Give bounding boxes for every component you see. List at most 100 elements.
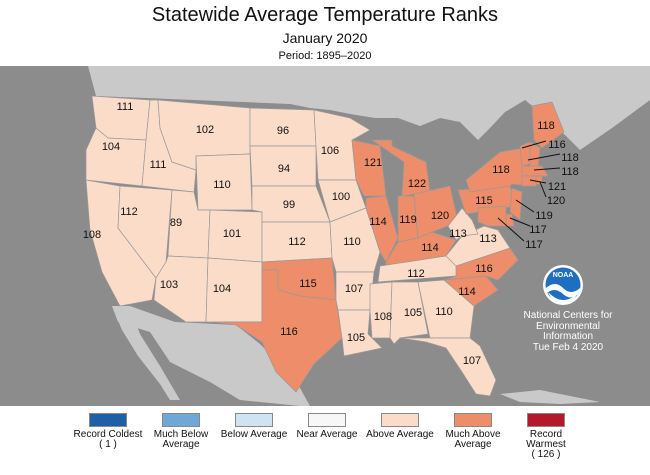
rank-label-wa: 111 [117, 101, 134, 113]
rank-label-nj: 119 [535, 210, 553, 222]
state-ga [417, 279, 475, 339]
state-nj [509, 187, 523, 221]
legend-record-coldest: Record Coldest ( 1 ) [73, 413, 143, 450]
rank-label-ut: 89 [170, 217, 182, 229]
state-wi [351, 139, 387, 197]
ncei-date: Tue Feb 4 2020 [532, 341, 604, 353]
map-period: Period: 1895–2020 [278, 50, 372, 62]
rank-label-ne: 99 [283, 199, 295, 211]
state-ms [369, 281, 393, 339]
legend-label-above: Above Average [366, 429, 434, 440]
leader-line-ri [539, 181, 547, 198]
legend-swatch-record-coldest [89, 413, 127, 427]
rank-label-co: 101 [223, 228, 241, 240]
mexico-landmass [112, 306, 310, 406]
legend-label-record-coldest: Record Coldest [73, 429, 143, 440]
legend-near: Near Average [292, 413, 362, 440]
ncei-line-3: Information [542, 331, 594, 342]
map-subtitle: January 2020 [282, 30, 368, 46]
state-me [531, 101, 565, 149]
rank-label-wy: 110 [213, 179, 231, 191]
rank-label-sd: 94 [278, 163, 290, 175]
leader-line-md [497, 217, 525, 242]
rank-label-wv: 113 [449, 228, 467, 240]
rank-label-mn: 106 [321, 145, 339, 157]
rank-label-md: 117 [525, 239, 543, 251]
state-md [477, 205, 507, 227]
leader-line-de [509, 217, 531, 227]
rank-label-va: 113 [479, 233, 497, 245]
rank-label-ct: 121 [548, 181, 566, 193]
rank-label-id: 111 [150, 159, 167, 171]
state-ri [535, 175, 543, 185]
rank-label-ms: 108 [374, 311, 392, 323]
legend-label-record-warmest: Record Warmest [526, 429, 566, 450]
legend-swatch-record-warmest [527, 413, 565, 427]
state-ma [521, 165, 549, 177]
baja-landmass [112, 306, 180, 400]
legend-swatch-much-above [454, 413, 492, 427]
rank-label-wi: 121 [364, 157, 382, 169]
rank-label-or: 104 [102, 141, 120, 153]
state-ct [521, 175, 537, 187]
rank-label-nv: 112 [120, 206, 138, 218]
legend-record-warmest: Record Warmest ( 126 ) [511, 413, 581, 460]
rank-label-nd: 96 [277, 125, 289, 137]
rank-label-fl: 107 [463, 355, 481, 367]
rank-label-ky: 114 [421, 242, 439, 254]
rank-label-al: 105 [404, 307, 422, 319]
cuba-landmass [500, 390, 600, 404]
legend-label-near: Near Average [296, 429, 358, 440]
rank-label-tn: 112 [407, 268, 425, 280]
rank-label-ma: 118 [561, 166, 579, 178]
rank-label-ia: 100 [332, 191, 350, 203]
ncei-line-2: Environmental [536, 320, 600, 332]
legend-sub-record-coldest: ( 1 ) [99, 439, 117, 450]
rank-label-sc: 114 [458, 286, 476, 298]
legend-swatch-much-below [162, 413, 200, 427]
state-mi [371, 139, 431, 197]
rank-label-pa: 115 [475, 195, 493, 207]
legend-much-above: Much Above Average [438, 413, 508, 450]
ncei-line-1: National Centers for [523, 310, 613, 321]
leader-line-vt [521, 140, 547, 149]
rank-label-il: 114 [369, 216, 387, 228]
map-title: Statewide Average Temperature Ranks [151, 4, 499, 26]
state-oh [413, 185, 459, 239]
rank-label-ar: 107 [345, 283, 363, 295]
leader-line-ct [529, 179, 547, 184]
state-wv [447, 207, 479, 241]
rank-label-vt: 116 [548, 139, 566, 151]
rank-label-ga: 110 [435, 306, 453, 318]
legend-swatch-above [381, 413, 419, 427]
leader-line-nh [527, 153, 561, 161]
rank-label-az: 103 [160, 279, 178, 291]
legend-label-below: Below Average [220, 429, 288, 440]
legend-above: Above Average [365, 413, 435, 440]
legend-much-below: Much Below Average [146, 413, 216, 450]
rank-label-me: 118 [537, 120, 555, 132]
legend-swatch-below [235, 413, 273, 427]
legend-label-much-above: Much Above Average [445, 429, 501, 450]
leader-line-ma [533, 167, 561, 171]
rank-label-nc: 116 [475, 263, 493, 275]
legend-sub-record-warmest: ( 126 ) [531, 449, 561, 460]
canada-landmass [0, 66, 650, 150]
state-ny [465, 147, 529, 193]
rank-label-tx: 116 [280, 326, 298, 338]
rank-label-mt: 102 [196, 124, 214, 136]
noaa-logo: NOAA [543, 265, 583, 305]
rank-label-nm: 104 [213, 283, 231, 295]
leader-line-nj [515, 199, 535, 213]
rank-label-oh: 120 [431, 210, 449, 222]
state-fl [399, 337, 497, 397]
us-temperature-rank-map: 111 104 108 111 112 102 110 89 103 101 104 96 94 99 11… [0, 66, 650, 406]
rank-label-de: 117 [529, 224, 547, 236]
rank-label-nh: 118 [561, 152, 579, 164]
rank-label-ri: 120 [547, 195, 565, 207]
rank-label-ks: 112 [288, 236, 306, 248]
legend-below: Below Average [219, 413, 289, 440]
legend-label-much-below: Much Below Average [153, 429, 209, 450]
state-nc [443, 247, 519, 281]
state-tx [211, 269, 343, 393]
